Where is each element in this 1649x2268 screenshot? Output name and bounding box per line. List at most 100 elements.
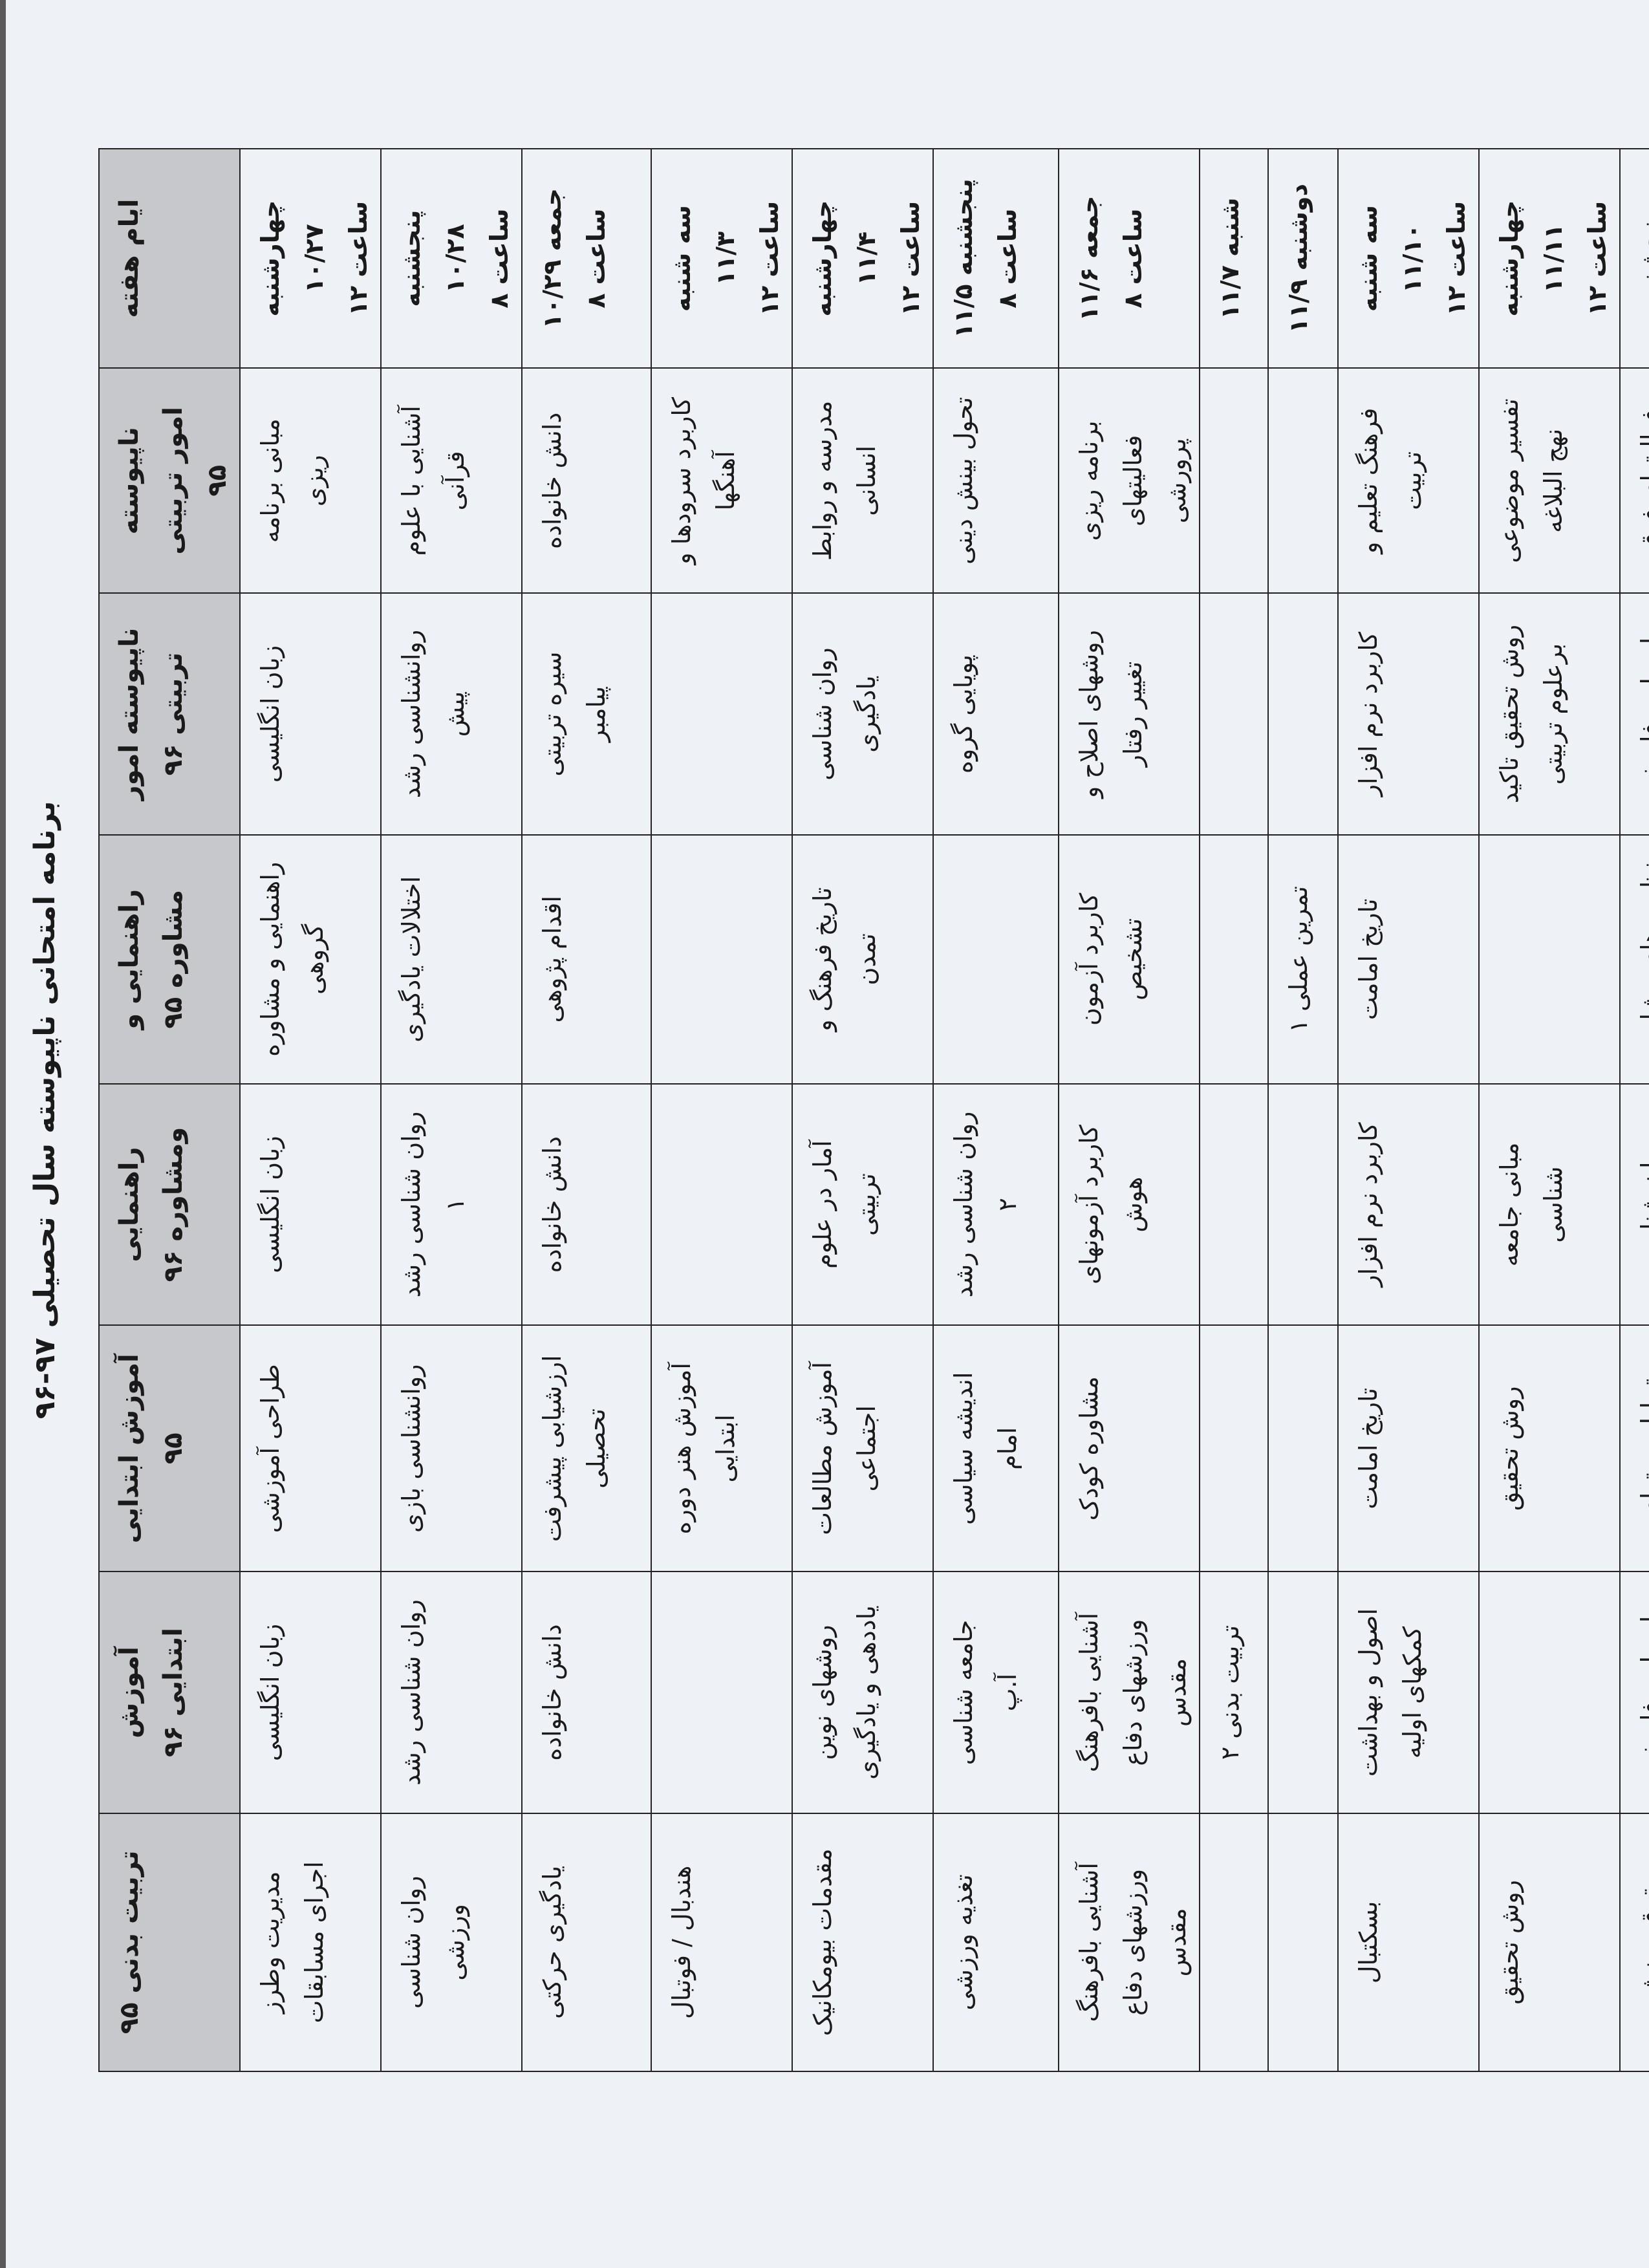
course-cell: زبان انگلیسی — [240, 1571, 381, 1813]
course-cell: اقدام پژوهی — [522, 834, 651, 1084]
course-cell: یادگیری حرکتی — [522, 1813, 651, 2071]
exam-time: ساعت ۱۲ — [1442, 200, 1471, 316]
day-date: پنجشنبه ۱۱/۱۲ — [1636, 210, 1649, 307]
course-cell: تاریخ فرهنگ و تمدن — [792, 834, 933, 1084]
course-cell — [1268, 1813, 1338, 2071]
day-date: جمعه ۱۰/۲۹ — [538, 188, 566, 329]
course-cell: پویایی گروه — [933, 593, 1059, 835]
course-cell: تمرین عملی ۱ — [1268, 834, 1338, 1084]
exam-time: ساعت ۱۲ — [344, 200, 372, 316]
day-cell: جمعه ۱۰/۲۹ ساعت ۸ — [522, 149, 651, 369]
header-row: ایام هفته ناپیوسته امور تربیتی ۹۵ ناپیوسته… — [99, 149, 240, 2071]
course-cell: روان شناسی رشد — [381, 1571, 522, 1813]
column-header: ایام هفته — [99, 149, 240, 369]
course-cell — [651, 593, 792, 835]
course-cell — [1268, 1571, 1338, 1813]
course-cell: آموزش هنر دوره ابتدایی — [651, 1325, 792, 1572]
table-row: جمعه ۱۰/۲۹ ساعت ۸ دانش خانواده سیره تربیتی … — [522, 149, 651, 2071]
column-header: آموزش ابتدایی ۹۶ — [99, 1571, 240, 1813]
course-cell: فرهنگ تعلیم و تربیت — [1338, 368, 1479, 594]
course-cell: دانش خانواده — [522, 1571, 651, 1813]
course-cell: روان شناسی رشد ۲ — [933, 1083, 1059, 1326]
course-cell: روشهای نوین یاددهی و یادگیری — [792, 1571, 933, 1813]
course-cell: تغذیه ورزشی — [933, 1813, 1059, 2071]
course-cell: روشهای اصلاح و تغییر رفتار — [1059, 593, 1200, 835]
table-row: چهارشنبه ۱۰/۲۷ ساعت ۱۲ مبانی برنامه ریزی زب… — [240, 149, 381, 2071]
course-cell — [1200, 593, 1268, 835]
day-date: شنبه ۱۱/۷ — [1216, 197, 1244, 319]
exam-time: ساعت ۸ — [582, 208, 610, 308]
course-cell: جامعه شناسی آ.پ — [933, 1571, 1059, 1813]
scan-edge — [0, 0, 6, 2268]
course-cell: دانش خانواده — [522, 368, 651, 594]
course-cell: تربیت بدنی ۲ — [1200, 1571, 1268, 1813]
exam-time: ساعت ۸ — [993, 208, 1022, 308]
table-row: پنجشنبه ۱۰/۲۸ ساعت ۸ آشنایی با علوم قرآنی ر… — [381, 149, 522, 2071]
day-date: سه شنبه ۱۱/۱۰ — [1354, 205, 1427, 312]
course-cell: حقوق ورزشی — [1620, 1813, 1649, 2071]
exam-time: ساعت ۸ — [485, 208, 513, 308]
table-row: دوشنبه ۱۱/۹ تمرین عملی ۱ — [1268, 149, 1338, 2071]
course-cell: آشنایی با علوم قرآنی — [381, 368, 522, 594]
day-date: پنجشنبه ۱۰/۲۸ — [397, 210, 469, 307]
course-cell: روان شناسی عمومی — [1620, 1083, 1649, 1326]
course-cell: روش تحقیق — [1479, 1813, 1620, 2071]
table-row: سه شنبه ۱۱/۳ ساعت ۱۲ کاربرد سرودها و آهنگه… — [651, 149, 792, 2071]
course-cell: روان شناسی ورزشی — [381, 1813, 522, 2071]
course-cell: برنامه ریزی فعالیتهای پرورشی — [1059, 368, 1200, 594]
course-cell: تاریخ امامت — [1338, 834, 1479, 1084]
course-cell: اصول و بهداشت کمکهای اولیه — [1338, 1571, 1479, 1813]
course-cell: آشنایی بافرهنگ ورزشهای دفاع مقدس — [1059, 1813, 1200, 2071]
course-cell: روش تحقیق — [1479, 1325, 1620, 1572]
course-cell — [933, 834, 1059, 1084]
exam-time: ساعت ۱۲ — [896, 200, 925, 316]
column-header: راهنمایی ومشاوره ۹۶ — [99, 1083, 240, 1326]
course-cell — [1200, 1083, 1268, 1326]
course-cell: روانشناسی رشد پیش — [381, 593, 522, 835]
course-cell: کاربرد سرودها و آهنگها — [651, 368, 792, 594]
course-cell: روانشناسی بازی — [381, 1325, 522, 1572]
day-cell: دوشنبه ۱۱/۹ — [1268, 149, 1338, 369]
course-cell: تحول بینش دینی — [933, 368, 1059, 594]
course-cell — [651, 1571, 792, 1813]
course-cell: روش تحقیق تاکید برعلوم تربیتی — [1479, 593, 1620, 835]
table-row: جمعه ۱۱/۶ ساعت ۸ برنامه ریزی فعالیتهای پرو… — [1059, 149, 1200, 2071]
day-cell: چهارشنبه ۱۰/۲۷ ساعت ۱۲ — [240, 149, 381, 369]
day-cell: شنبه ۱۱/۷ — [1200, 149, 1268, 369]
column-header: آموزش ابتدایی ۹۵ — [99, 1325, 240, 1572]
day-date: چهارشنبه ۱۰/۲۷ — [256, 200, 329, 317]
course-cell: مدیریت وطرز اجرای مسابقات — [240, 1813, 381, 2071]
course-cell: اندیشه سیاسی امام — [933, 1325, 1059, 1572]
day-cell: پنجشنبه ۱۱/۵ ساعت ۸ — [933, 149, 1059, 369]
course-cell: مقدمات بیومکانیک — [792, 1813, 933, 2071]
exam-schedule-table: ایام هفته ناپیوسته امور تربیتی ۹۵ ناپیوسته… — [98, 148, 1649, 2072]
course-cell: هندبال / فوتبال — [651, 1813, 792, 2071]
course-cell — [651, 834, 792, 1084]
course-cell: اصول و فلسفه آ.پ — [1620, 593, 1649, 835]
course-cell: تاریخ امامت — [1338, 1325, 1479, 1572]
course-cell — [1268, 368, 1338, 594]
course-cell: دانش خانواده — [522, 1083, 651, 1326]
course-cell: نظریه های مشاوره در روان درمانی — [1620, 834, 1649, 1084]
course-cell: فعالیتهای فوق برنامه — [1620, 368, 1649, 594]
day-cell: سه شنبه ۱۱/۱۰ ساعت ۱۲ — [1338, 149, 1479, 369]
day-date: چهارشنبه ۱۱/۴ — [808, 200, 881, 317]
course-cell: ارزشیابی پیشرفت تحصیلی — [522, 1325, 651, 1572]
column-header: ناپیوسته امور تربیتی ۹۶ — [99, 593, 240, 835]
course-cell — [1479, 834, 1620, 1084]
day-date: پنجشنبه ۱۱/۵ — [949, 178, 978, 338]
course-cell: زبان انگلیسی — [240, 593, 381, 835]
course-cell: تفسیر موضوعی نهج البلاغه — [1479, 368, 1620, 594]
day-cell: پنجشنبه ۱۰/۲۸ ساعت ۸ — [381, 149, 522, 369]
course-cell: کاربرد نرم افزار — [1338, 593, 1479, 835]
course-cell: بسکتبال — [1338, 1813, 1479, 2071]
page-title: برنامه امتحانی ناپیوسته سال تحصیلی ۹۷-۹۶ — [28, 801, 61, 1420]
course-cell: مشاوره کودک — [1059, 1325, 1200, 1572]
course-cell — [1268, 593, 1338, 835]
course-cell — [1479, 1571, 1620, 1813]
exam-time: ساعت ۸ — [1119, 208, 1147, 308]
course-cell: کاربرد نرم افزار — [1338, 1083, 1479, 1326]
course-cell: روان شناسی رشد ۱ — [381, 1083, 522, 1326]
course-cell — [1200, 834, 1268, 1084]
course-cell — [1200, 1325, 1268, 1572]
